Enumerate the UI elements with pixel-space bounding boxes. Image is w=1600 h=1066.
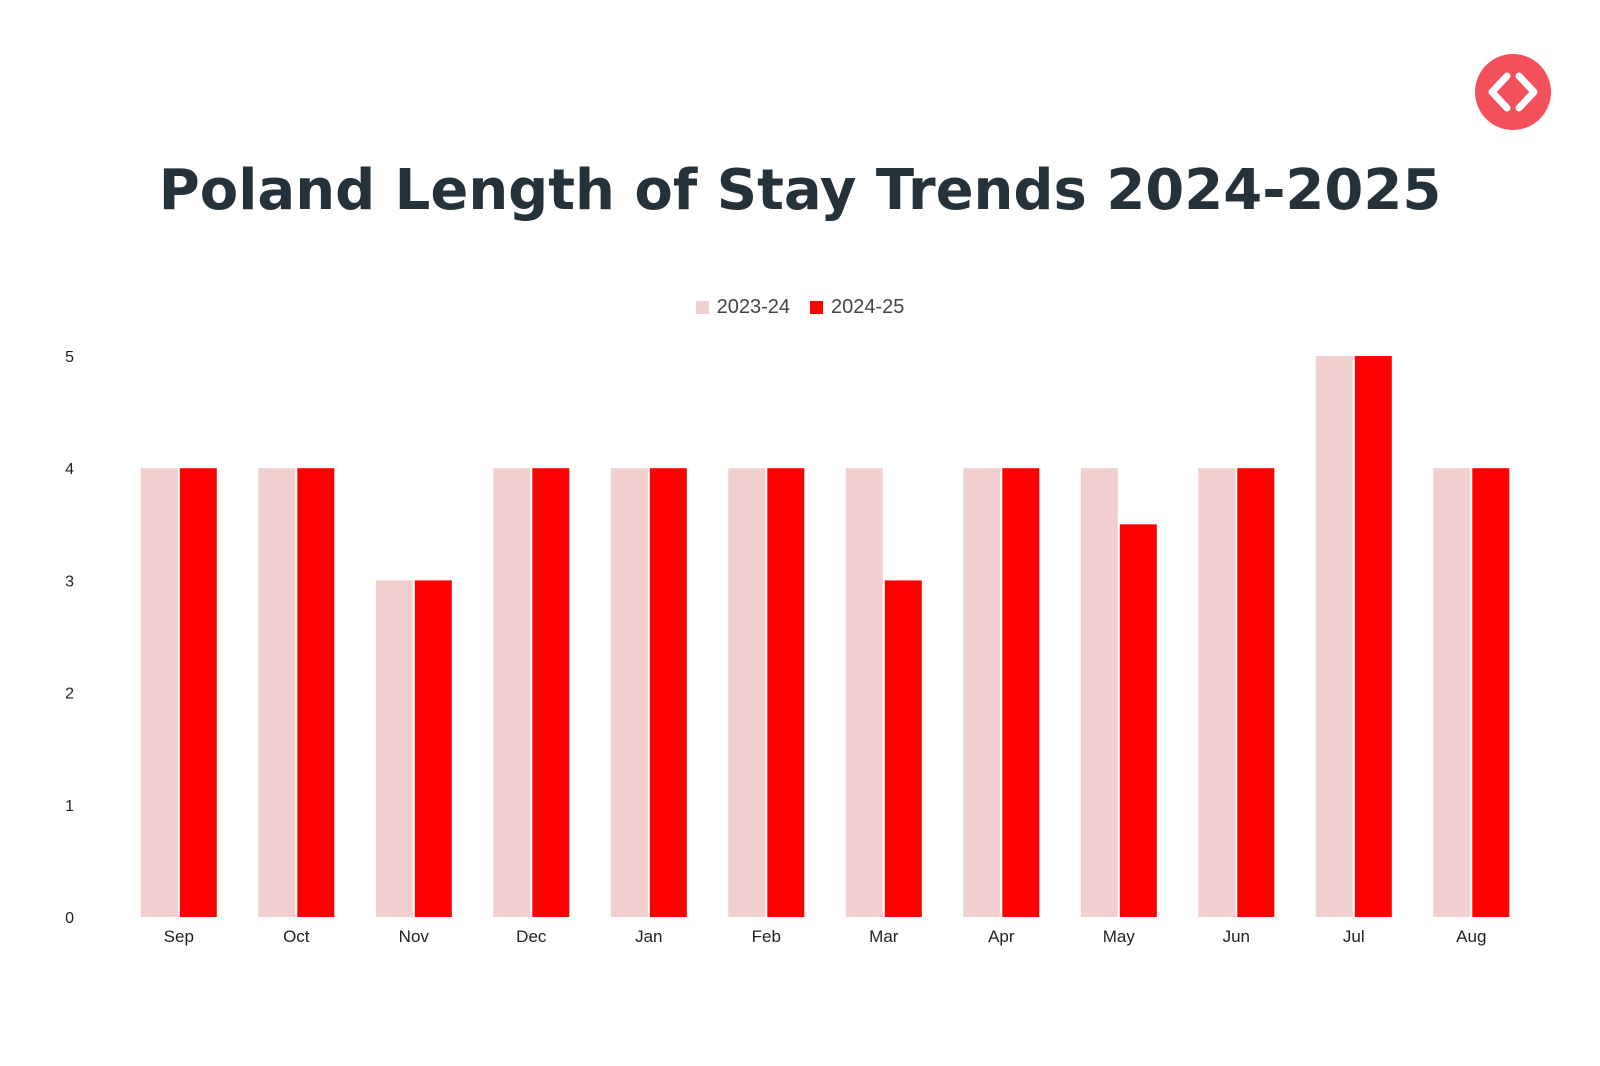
- bar-2024-25-Sep: [179, 468, 217, 917]
- legend-swatch-2024-25: [810, 301, 823, 314]
- bar-2024-25-Feb: [767, 468, 805, 917]
- x-tick-label: Sep: [164, 927, 194, 946]
- bar-2023-24-Feb: [728, 468, 766, 917]
- y-tick-label: 5: [65, 349, 74, 366]
- y-tick-label: 2: [65, 686, 74, 703]
- bar-2023-24-May: [1080, 468, 1118, 917]
- legend-label-2024-25: 2024-25: [831, 296, 905, 318]
- bar-2024-25-Jan: [649, 468, 687, 917]
- logo-right-bracket: [1515, 72, 1538, 112]
- bar-2024-25-Mar: [884, 580, 922, 917]
- y-tick-label: 3: [65, 573, 74, 590]
- x-tick-label: Mar: [869, 927, 899, 946]
- bar-2023-24-Dec: [493, 468, 531, 917]
- bar-2024-25-Aug: [1472, 468, 1510, 917]
- bar-2024-25-May: [1119, 524, 1157, 917]
- legend-swatch-2023-24: [695, 301, 709, 314]
- bar-2023-24-Oct: [258, 468, 296, 917]
- legend-label-2023-24: 2023-24: [716, 296, 790, 318]
- bar-2023-24-Nov: [375, 580, 413, 917]
- x-tick-label: Jun: [1223, 927, 1250, 946]
- bar-2023-24-Mar: [845, 468, 883, 917]
- x-tick-label: Feb: [752, 927, 781, 946]
- x-tick-label: May: [1103, 927, 1136, 946]
- x-tick-label: Jan: [635, 927, 662, 946]
- chart-legend: 2023-24 2024-25: [0, 296, 1600, 319]
- logo-left-bracket: [1488, 72, 1511, 112]
- bar-2024-25-Oct: [297, 468, 335, 917]
- bar-2023-24-Jul: [1315, 356, 1353, 917]
- bar-2024-25-Jun: [1237, 468, 1275, 917]
- legend-item-2023-24: 2023-24: [695, 296, 790, 319]
- bar-2023-24-Jan: [610, 468, 648, 917]
- page-title: Poland Length of Stay Trends 2024-2025: [158, 158, 1442, 223]
- bar-2024-25-Nov: [414, 580, 452, 917]
- bar-2023-24-Apr: [963, 468, 1001, 917]
- logo-icon: [1475, 54, 1551, 130]
- x-tick-label: Jul: [1343, 927, 1365, 946]
- x-tick-label: Apr: [988, 927, 1015, 946]
- bar-2023-24-Sep: [140, 468, 178, 917]
- y-tick-label: 0: [65, 910, 74, 927]
- bar-2023-24-Aug: [1433, 468, 1471, 917]
- bar-2024-25-Dec: [532, 468, 570, 917]
- bar-2024-25-Jul: [1354, 356, 1392, 917]
- y-tick-label: 1: [65, 798, 74, 815]
- legend-item-2024-25: 2024-25: [810, 296, 904, 319]
- x-tick-label: Dec: [516, 927, 547, 946]
- x-tick-label: Nov: [399, 927, 430, 946]
- bar-2023-24-Jun: [1198, 468, 1236, 917]
- x-tick-label: Aug: [1456, 927, 1486, 946]
- y-tick-label: 4: [65, 461, 74, 478]
- bar-2024-25-Apr: [1002, 468, 1040, 917]
- logo-circle: [1475, 54, 1551, 130]
- x-tick-label: Oct: [283, 927, 310, 946]
